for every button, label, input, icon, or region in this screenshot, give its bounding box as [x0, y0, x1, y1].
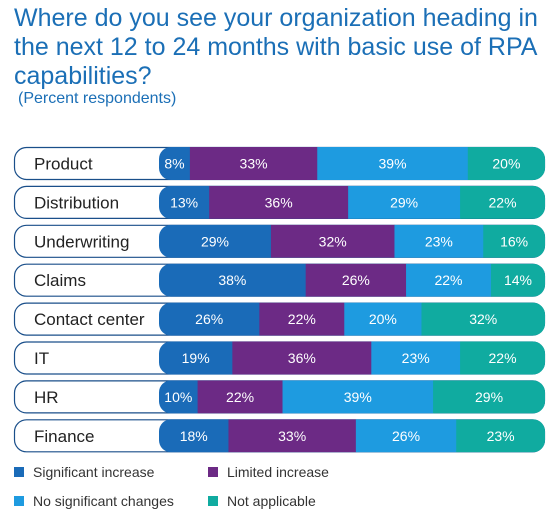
- category-label-product: Product: [34, 155, 93, 174]
- bar-segment-product-limited-increase: [189, 147, 318, 180]
- bar-segment-finance-not-applicable: [456, 419, 545, 453]
- bar-segment-underwriting-limited-increase: [270, 224, 395, 258]
- data-label-contact-center-limited-increase: 22%: [288, 311, 316, 327]
- legend-item-significant-increase: Significant increase: [14, 464, 154, 480]
- bar-group-claims: [159, 263, 545, 297]
- legend-label-no-significant-changes: No significant changes: [33, 493, 174, 509]
- legend-item-not-applicable: Not applicable: [208, 493, 316, 509]
- bar-segment-hr-no-significant-changes: [282, 380, 434, 414]
- data-label-contact-center-significant-increase: 26%: [195, 311, 223, 327]
- category-label-contact-center: Contact center: [34, 310, 145, 329]
- data-label-distribution-not-applicable: 22%: [489, 194, 517, 210]
- legend-item-no-significant-changes: No significant changes: [14, 493, 174, 509]
- category-label-it: IT: [34, 349, 49, 368]
- data-label-product-significant-increase: 8%: [164, 156, 184, 172]
- data-label-product-not-applicable: 20%: [492, 156, 520, 172]
- data-label-product-limited-increase: 33%: [240, 156, 268, 172]
- bar-segment-product-not-applicable: [467, 147, 545, 180]
- bar-group-finance: [159, 419, 545, 453]
- bar-group-hr: [159, 380, 545, 414]
- data-label-product-no-significant-changes: 39%: [379, 156, 407, 172]
- bar-segment-contact-center-no-significant-changes: [344, 302, 422, 336]
- data-label-underwriting-no-significant-changes: 23%: [425, 233, 453, 249]
- category-label-distribution: Distribution: [34, 193, 119, 212]
- bar-group-distribution: [159, 185, 545, 219]
- category-label-underwriting: Underwriting: [34, 232, 129, 251]
- legend-swatch-not-applicable: [208, 496, 218, 506]
- bar-segment-contact-center-limited-increase: [259, 302, 345, 336]
- bar-segment-it-not-applicable: [460, 341, 545, 375]
- data-label-hr-no-significant-changes: 39%: [344, 389, 372, 405]
- legend-swatch-limited-increase: [208, 467, 218, 477]
- bar-segment-finance-no-significant-changes: [355, 419, 457, 453]
- data-label-hr-not-applicable: 29%: [475, 389, 503, 405]
- data-label-distribution-limited-increase: 36%: [265, 194, 293, 210]
- data-label-finance-no-significant-changes: 26%: [392, 428, 420, 444]
- data-label-claims-limited-increase: 26%: [342, 272, 370, 288]
- data-label-finance-not-applicable: 23%: [487, 428, 515, 444]
- bar-segment-hr-significant-increase: [159, 380, 199, 414]
- chart-subtitle: (Percent respondents): [18, 90, 177, 107]
- data-label-underwriting-limited-increase: 32%: [319, 233, 347, 249]
- data-label-finance-significant-increase: 18%: [180, 428, 208, 444]
- bar-segment-it-significant-increase: [159, 341, 233, 375]
- legend-swatch-no-significant-changes: [14, 496, 24, 506]
- data-label-it-not-applicable: 22%: [489, 350, 517, 366]
- data-label-finance-limited-increase: 33%: [278, 428, 306, 444]
- bar-group-product: [159, 147, 545, 180]
- data-label-contact-center-not-applicable: 32%: [469, 311, 497, 327]
- bar-group-contact-center: [159, 302, 545, 336]
- bar-segment-distribution-limited-increase: [209, 185, 349, 219]
- data-label-claims-significant-increase: 38%: [218, 272, 246, 288]
- bar-segment-finance-significant-increase: [159, 419, 229, 453]
- data-label-distribution-significant-increase: 13%: [170, 194, 198, 210]
- data-label-hr-significant-increase: 10%: [164, 389, 192, 405]
- bar-segment-underwriting-significant-increase: [159, 224, 272, 258]
- chart-title: Where do you see your organization headi…: [14, 4, 538, 90]
- data-label-it-limited-increase: 36%: [288, 350, 316, 366]
- bar-segment-claims-no-significant-changes: [406, 263, 492, 297]
- bar-segment-claims-limited-increase: [305, 263, 407, 297]
- bar-group-it: [159, 341, 545, 375]
- legend-swatch-significant-increase: [14, 467, 24, 477]
- bar-segment-claims-not-applicable: [490, 263, 545, 297]
- bar-segment-underwriting-not-applicable: [483, 224, 545, 258]
- bar-segment-contact-center-significant-increase: [159, 302, 260, 336]
- bar-segment-distribution-not-applicable: [460, 185, 545, 219]
- bar-segment-distribution-no-significant-changes: [348, 185, 461, 219]
- bar-segment-it-no-significant-changes: [371, 341, 461, 375]
- category-label-hr: HR: [34, 388, 59, 407]
- bar-segment-contact-center-not-applicable: [421, 302, 545, 336]
- data-label-claims-not-applicable: 14%: [504, 272, 532, 288]
- bar-segment-hr-not-applicable: [433, 380, 545, 414]
- bar-segment-distribution-significant-increase: [159, 185, 210, 219]
- bar-segment-finance-limited-increase: [228, 419, 357, 453]
- bar-segment-underwriting-no-significant-changes: [394, 224, 484, 258]
- bar-segment-product-no-significant-changes: [317, 147, 469, 180]
- bar-segment-claims-significant-increase: [159, 263, 307, 297]
- data-label-it-no-significant-changes: 23%: [402, 350, 430, 366]
- data-label-underwriting-not-applicable: 16%: [500, 233, 528, 249]
- data-label-it-significant-increase: 19%: [182, 350, 210, 366]
- legend-label-not-applicable: Not applicable: [227, 493, 316, 509]
- legend-item-limited-increase: Limited increase: [208, 464, 329, 480]
- data-label-contact-center-no-significant-changes: 20%: [369, 311, 397, 327]
- data-label-claims-no-significant-changes: 22%: [434, 272, 462, 288]
- bar-segment-product-significant-increase: [159, 147, 191, 180]
- bar-group-underwriting: [159, 224, 545, 258]
- data-label-distribution-no-significant-changes: 29%: [390, 194, 418, 210]
- data-label-hr-limited-increase: 22%: [226, 389, 254, 405]
- data-label-underwriting-significant-increase: 29%: [201, 233, 229, 249]
- bar-segment-it-limited-increase: [232, 341, 372, 375]
- bar-segment-hr-limited-increase: [197, 380, 284, 414]
- legend-label-limited-increase: Limited increase: [227, 464, 329, 480]
- category-label-claims: Claims: [34, 271, 86, 290]
- category-label-finance: Finance: [34, 427, 94, 446]
- legend-label-significant-increase: Significant increase: [33, 464, 155, 480]
